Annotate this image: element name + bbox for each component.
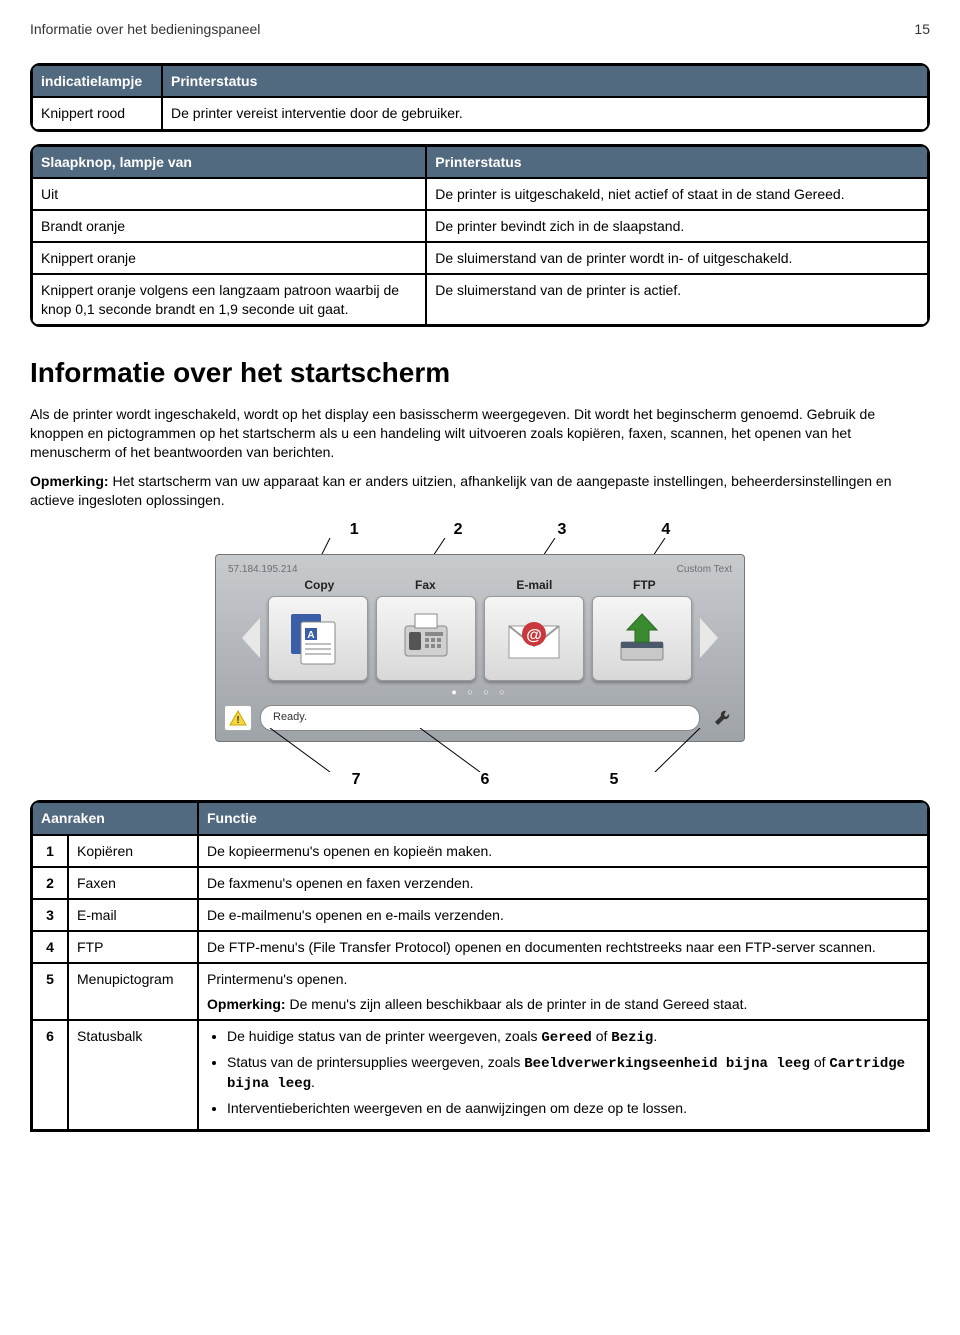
status-text: Ready. — [273, 710, 307, 724]
callout-5: 5 — [609, 770, 618, 791]
t2-h1: Printerstatus — [426, 146, 928, 178]
menu-wrench-icon[interactable] — [708, 705, 736, 731]
ft-r3-name: E-mail — [68, 899, 198, 931]
ft-h0: Aanraken — [32, 802, 198, 834]
ft-r5-note: De menu's zijn alleen beschikbaar als de… — [286, 996, 748, 1012]
t1-h1: Printerstatus — [162, 65, 928, 97]
nav-right-arrow-icon[interactable] — [700, 618, 718, 658]
page-dots-icon: ● ○ ○ ○ — [224, 687, 736, 699]
status-bar[interactable]: Ready. — [260, 705, 700, 731]
callouts-top: 1 2 3 4 — [200, 520, 760, 541]
t2-r1c0: Brandt oranje — [32, 210, 426, 242]
header-title: Informatie over het bedieningspaneel — [30, 20, 260, 38]
ft-r5-line1: Printermenu's openen. — [207, 970, 919, 988]
b1post: . — [311, 1074, 315, 1090]
b1pre: Status van de printersupplies weergeven,… — [227, 1054, 524, 1070]
function-table: Aanraken Functie 1 Kopiëren De kopieerme… — [30, 800, 930, 1132]
callouts-bottom: 7 6 5 — [200, 770, 760, 791]
callout-2: 2 — [454, 520, 463, 541]
ft-r4-name: FTP — [68, 931, 198, 963]
ft-r3-num: 3 — [32, 899, 68, 931]
nav-left-arrow-icon[interactable] — [242, 618, 260, 658]
label-copy: Copy — [304, 578, 334, 594]
ft-r6-b0: De huidige status van de printer weergev… — [227, 1027, 919, 1047]
callout-1: 1 — [350, 520, 359, 541]
ft-r5-num: 5 — [32, 963, 68, 1019]
label-ftp: FTP — [633, 578, 656, 594]
ft-r2-desc: De faxmenu's openen en faxen verzenden. — [198, 867, 928, 899]
t2-r3c0: Knippert oranje volgens een langzaam pat… — [32, 274, 426, 324]
t2-h0: Slaapknop, lampje van — [32, 146, 426, 178]
t2-r0c0: Uit — [32, 178, 426, 210]
b0pre: De huidige status van de printer weergev… — [227, 1028, 541, 1044]
t2-r2c1: De sluimerstand van de printer wordt in-… — [426, 242, 928, 274]
fax-tile[interactable] — [376, 596, 476, 681]
indicator-table-2: Slaapknop, lampje van Printerstatus UitD… — [30, 144, 930, 327]
page-header: Informatie over het bedieningspaneel 15 — [30, 20, 930, 38]
ft-r5-note-prefix: Opmerking: — [207, 996, 286, 1012]
ft-h1: Functie — [198, 802, 928, 834]
email-tile[interactable]: @ — [484, 596, 584, 681]
t1-h0: indicatielampje — [32, 65, 162, 97]
ft-r2-num: 2 — [32, 867, 68, 899]
ft-r6-num: 6 — [32, 1020, 68, 1131]
ft-r1-desc: De kopieermenu's openen en kopieën maken… — [198, 835, 928, 867]
b0mid: of — [592, 1028, 611, 1044]
t1-r0c0: Knippert rood — [32, 97, 162, 129]
ft-r5-name: Menupictogram — [68, 963, 198, 1019]
label-fax: Fax — [415, 578, 436, 594]
note-body: Het startscherm van uw apparaat kan er a… — [30, 473, 892, 508]
b0m2: Bezig — [611, 1030, 653, 1046]
ft-r6-b1: Status van de printersupplies weergeven,… — [227, 1053, 919, 1093]
t2-r0c1: De printer is uitgeschakeld, niet actief… — [426, 178, 928, 210]
label-email: E-mail — [516, 578, 552, 594]
ft-r2-name: Faxen — [68, 867, 198, 899]
ft-r3-desc: De e-mailmenu's openen en e-mails verzen… — [198, 899, 928, 931]
note-prefix: Opmerking: — [30, 473, 109, 489]
indicator-table-1: indicatielampje Printerstatus Knippert r… — [30, 63, 930, 131]
callout-4: 4 — [661, 520, 670, 541]
ftp-tile[interactable] — [592, 596, 692, 681]
callout-3: 3 — [558, 520, 567, 541]
b1mid: of — [810, 1054, 829, 1070]
t2-r2c0: Knippert oranje — [32, 242, 426, 274]
warning-badge[interactable]: ! — [224, 705, 252, 731]
callout-6: 6 — [481, 770, 490, 791]
t1-r0c1: De printer vereist interventie door de g… — [162, 97, 928, 129]
screen-custom-text: Custom Text — [677, 563, 732, 576]
t2-r1c1: De printer bevindt zich in de slaapstand… — [426, 210, 928, 242]
section-para2: Opmerking: Het startscherm van uw appara… — [30, 472, 930, 510]
section-title: Informatie over het startscherm — [30, 355, 930, 391]
b0post: . — [653, 1028, 657, 1044]
t2-r3c1: De sluimerstand van de printer is actief… — [426, 274, 928, 324]
page-number: 15 — [914, 20, 930, 38]
ft-r4-desc: De FTP-menu's (File Transfer Protocol) o… — [198, 931, 928, 963]
b1m1: Beeldverwerkingseenheid bijna leeg — [524, 1056, 810, 1072]
ft-r4-num: 4 — [32, 931, 68, 963]
ft-r6-desc: De huidige status van de printer weergev… — [198, 1020, 928, 1131]
section-para1: Als de printer wordt ingeschakeld, wordt… — [30, 405, 930, 462]
printer-touchscreen: 57.184.195.214 Custom Text Copy Fax E-ma… — [215, 554, 745, 741]
ft-r6-b2: Interventieberichten weergeven en de aan… — [227, 1099, 919, 1117]
b2pre: Interventieberichten weergeven en de aan… — [227, 1100, 687, 1116]
ft-r6-name: Statusbalk — [68, 1020, 198, 1131]
ft-r1-name: Kopiëren — [68, 835, 198, 867]
b0m1: Gereed — [541, 1030, 591, 1046]
copy-tile[interactable]: A — [268, 596, 368, 681]
printer-ui-figure: 1 2 3 4 57.184.195.214 Custom Text Copy … — [30, 520, 930, 791]
svg-text:!: ! — [236, 715, 239, 726]
ft-r5-desc: Printermenu's openen. Opmerking: De menu… — [198, 963, 928, 1019]
ft-r1-num: 1 — [32, 835, 68, 867]
svg-text:A: A — [307, 630, 314, 641]
callout-7: 7 — [352, 770, 361, 791]
screen-ip: 57.184.195.214 — [228, 563, 298, 576]
svg-text:@: @ — [526, 627, 542, 644]
